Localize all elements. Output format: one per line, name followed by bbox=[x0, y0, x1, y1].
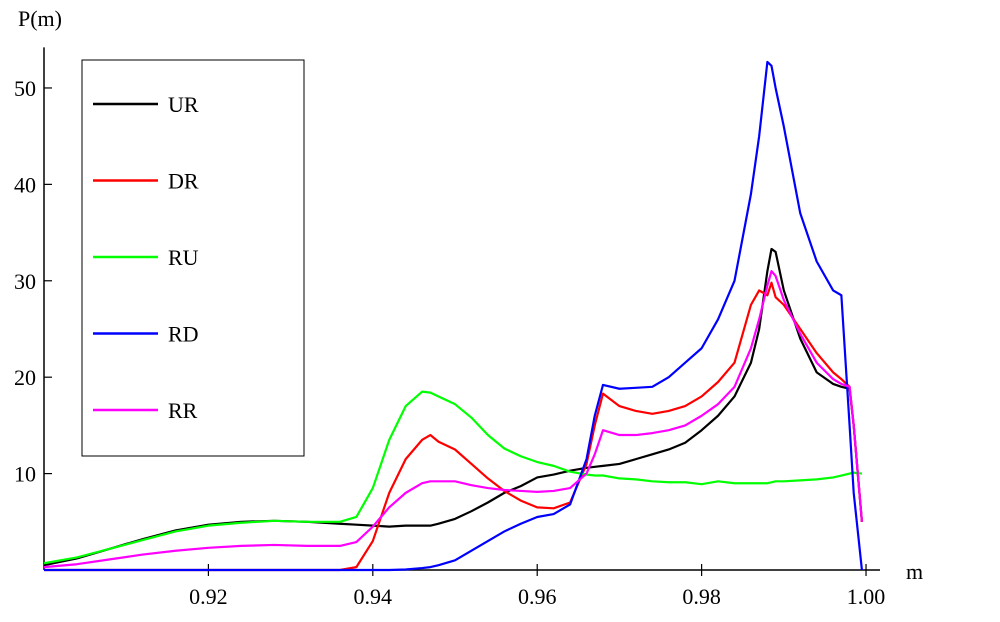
x-tick-label: 0.92 bbox=[189, 584, 228, 609]
x-tick-label: 0.98 bbox=[682, 584, 721, 609]
y-tick-label: 30 bbox=[14, 269, 36, 294]
x-axis-label: m bbox=[906, 559, 923, 584]
x-tick-label: 1.00 bbox=[847, 584, 886, 609]
legend-label: RU bbox=[168, 245, 199, 270]
y-tick-label: 50 bbox=[14, 76, 36, 101]
y-tick-label: 10 bbox=[14, 462, 36, 487]
y-tick-label: 20 bbox=[14, 365, 36, 390]
legend-label: RR bbox=[168, 398, 198, 423]
data-line bbox=[44, 60, 864, 572]
legend-label: DR bbox=[168, 169, 199, 194]
x-tick-label: 0.96 bbox=[518, 584, 557, 609]
y-tick-label: 40 bbox=[14, 172, 36, 197]
legend-label: UR bbox=[168, 92, 199, 117]
data-line bbox=[43, 270, 864, 569]
x-tick-label: 0.94 bbox=[354, 584, 393, 609]
y-axis-label: P(m) bbox=[18, 6, 62, 31]
legend-label: RD bbox=[168, 322, 199, 347]
data-line bbox=[43, 390, 863, 565]
